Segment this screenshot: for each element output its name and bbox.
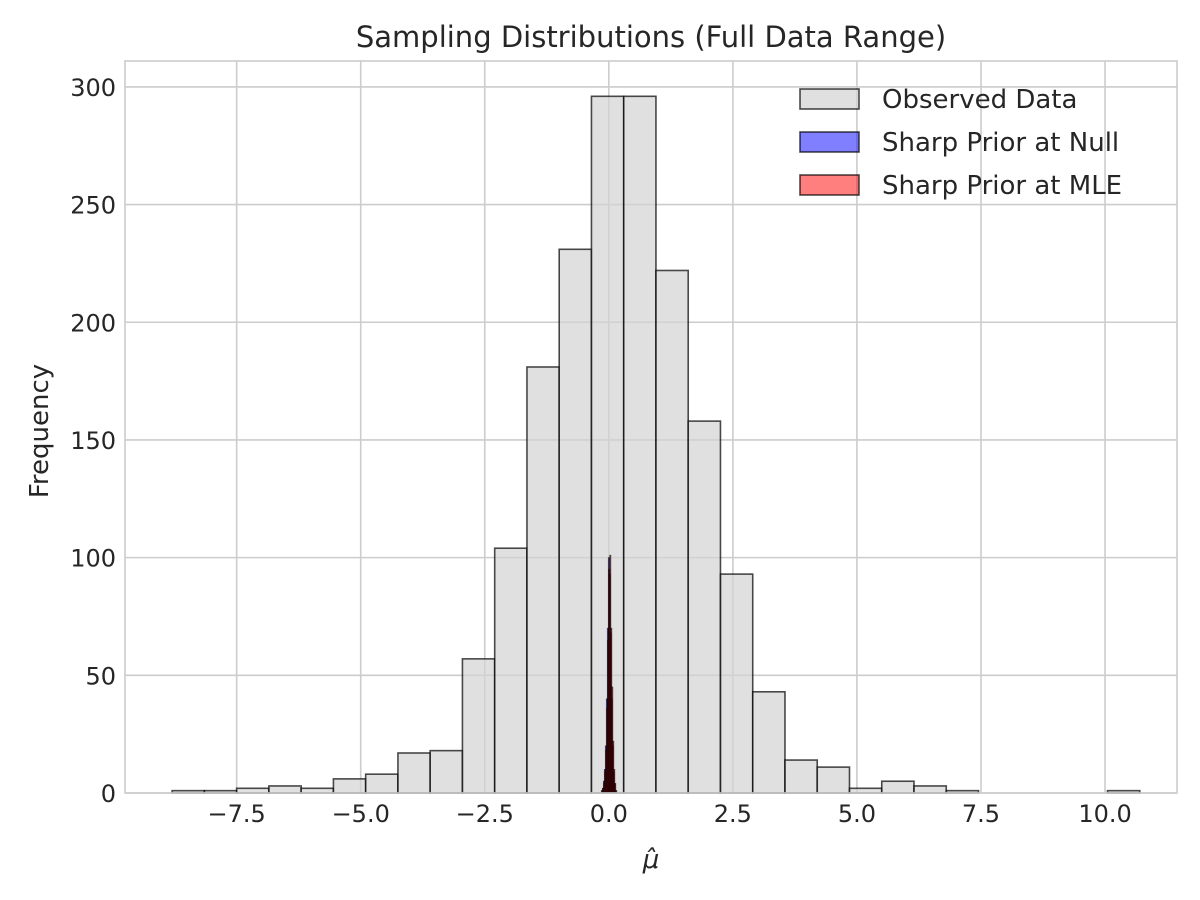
bars-layer: [171, 95, 1141, 794]
legend: Observed Data Sharp Prior at Null Sharp Pr…: [799, 85, 1122, 201]
y-tick-label: 200: [70, 309, 116, 337]
observed-data-bar: [461, 658, 496, 794]
x-tick-label: 5.0: [838, 800, 876, 828]
observed-data-bar: [687, 420, 722, 794]
x-tick-label: 10.0: [1078, 800, 1131, 828]
observed-data-bar: [784, 759, 819, 794]
legend-swatch-sharp-prior-at-null: [799, 131, 860, 153]
x-tick-label: −7.5: [208, 800, 266, 828]
chart-title: Sampling Distributions (Full Data Range): [356, 20, 946, 54]
legend-label-observed-data: Observed Data: [882, 85, 1077, 115]
x-tick-label: 7.5: [962, 800, 1000, 828]
x-tick-label: 2.5: [714, 800, 752, 828]
observed-data-bar: [332, 778, 367, 794]
legend-swatch-observed-data: [799, 88, 860, 110]
observed-data-bar: [719, 573, 754, 794]
observed-data-bar: [655, 269, 690, 794]
y-tick-label: 50: [85, 662, 116, 690]
observed-data-bar: [526, 366, 560, 794]
legend-label-sharp-prior-at-mle: Sharp Prior at MLE: [882, 171, 1122, 201]
legend-swatch-sharp-prior-at-mle: [799, 174, 860, 196]
observed-data-bar: [622, 95, 657, 794]
observed-data-bar: [816, 766, 851, 794]
y-tick-label: 0: [101, 780, 116, 808]
observed-data-bar: [493, 547, 528, 794]
observed-data-bar: [397, 752, 431, 794]
y-tick-label: 150: [70, 427, 116, 455]
observed-data-bar: [558, 248, 593, 794]
y-tick-label: 250: [70, 192, 116, 220]
observed-data-bar: [751, 690, 786, 794]
x-tick-label: 0.0: [590, 800, 628, 828]
plot-frame: [124, 60, 1178, 794]
y-tick-label: 100: [70, 545, 116, 573]
y-axis-label: Frequency: [25, 364, 55, 498]
ticks-layer: −7.5 −5.0 −2.5 0.0 2.5 5.0 7.5 10.0 0 50 100 150 200…: [70, 74, 1132, 828]
observed-data-bar: [268, 785, 302, 794]
x-tick-label: −2.5: [456, 800, 514, 828]
x-axis-label: μ̂: [642, 845, 660, 875]
observed-data-bar: [429, 749, 464, 794]
x-tick-label: −5.0: [332, 800, 390, 828]
observed-data-bar: [880, 780, 915, 794]
y-tick-label: 300: [70, 74, 116, 102]
observed-data-bar: [913, 785, 948, 794]
legend-label-sharp-prior-at-null: Sharp Prior at Null: [882, 128, 1119, 158]
observed-data-bar: [364, 773, 399, 794]
